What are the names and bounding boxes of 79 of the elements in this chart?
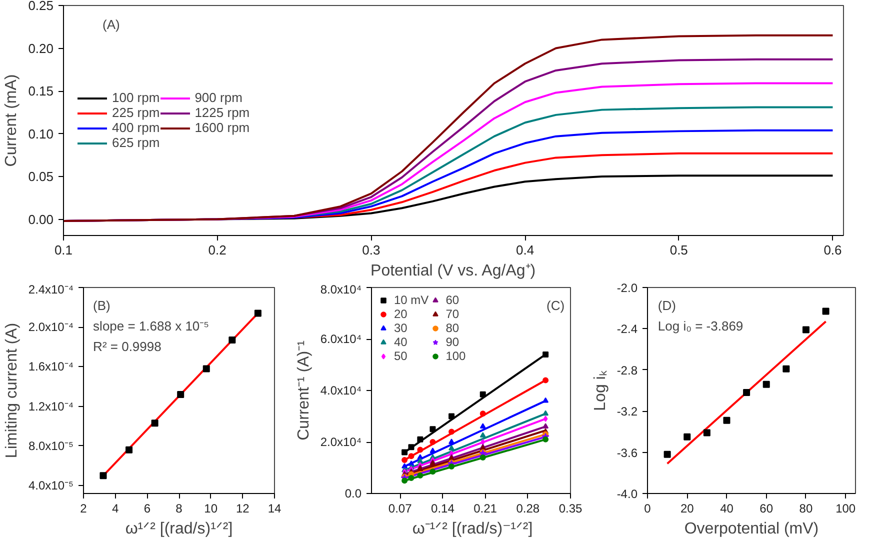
y-tick-label: -4.0: [616, 487, 638, 501]
annotation: (A): [102, 17, 120, 32]
x-tick-label: 0.3: [362, 242, 380, 258]
x-tick-label: 0: [644, 502, 652, 516]
y-tick-label: 6.0x10⁴: [320, 332, 362, 346]
x-tick-label: 0.6: [824, 242, 842, 258]
x-tick-label: 10: [204, 502, 218, 516]
y-tick-label: -2.0: [616, 281, 638, 295]
legend-label: 60: [446, 293, 460, 307]
x-tick-label: 20: [680, 502, 694, 516]
y-tick-label: 2.0x10⁻⁴: [28, 320, 74, 334]
legend-label: 20: [394, 307, 408, 321]
y-tick-label: 4.0x10⁴: [320, 384, 362, 398]
x-tick-label: 12: [236, 502, 250, 516]
x-tick-label: 0.28: [516, 502, 540, 516]
legend-label: 100: [446, 349, 466, 363]
legend-label: 1600 rpm: [194, 120, 250, 135]
legend-label: 225 rpm: [112, 105, 160, 120]
y-tick-label: 1.6x10⁻⁴: [28, 360, 74, 374]
x-axis-title: Potential (V vs. Ag/Ag⁺): [370, 262, 536, 280]
annotation: (B): [93, 298, 110, 313]
y-axis-title: Limiting current (A): [3, 322, 20, 458]
y-tick-label: 1.2x10⁻⁴: [28, 399, 74, 414]
y-tick-label: 8.0x10⁻⁵: [28, 438, 74, 453]
legend-label: 900 rpm: [194, 90, 242, 105]
annotation: R² = 0.9998: [93, 339, 162, 354]
x-tick-label: 60: [760, 502, 774, 516]
y-tick-label: 0.05: [28, 169, 54, 184]
y-tick-label: 2.4x10⁻⁴: [28, 282, 74, 296]
x-tick-label: 40: [720, 502, 734, 516]
legend-label: 100 rpm: [112, 90, 160, 105]
y-tick-label: 0.0: [344, 486, 362, 500]
x-tick-label: 14: [268, 502, 282, 516]
y-tick-label: 0.20: [28, 40, 54, 56]
y-tick-label: 0.15: [28, 84, 54, 98]
legend-label: 50: [394, 349, 408, 363]
y-tick-label: 2.0x10⁴: [320, 435, 362, 449]
annotation: slope = 1.688 x 10⁻⁵: [93, 318, 210, 334]
y-tick-label: 0.00: [28, 212, 54, 227]
x-tick-label: 0.4: [516, 242, 534, 258]
legend-label: 40: [394, 335, 408, 349]
x-axis-title: Overpotential (mV): [684, 520, 819, 538]
legend-label: 30: [394, 321, 408, 335]
y-tick-label: -2.4: [616, 322, 638, 336]
x-tick-label: 80: [799, 502, 813, 516]
y-tick-label: 8.0x10⁴: [320, 282, 362, 296]
y-tick-label: 0.10: [28, 126, 54, 142]
legend-label: 80: [446, 321, 460, 335]
legend-label: 400 rpm: [112, 120, 160, 135]
x-axis-title: ω¹ᐟ² [(rad/s)¹ᐟ²]: [125, 520, 233, 538]
annotation: (D): [658, 298, 676, 313]
legend-label: 70: [446, 307, 460, 321]
y-tick-label: 0.25: [28, 0, 54, 13]
x-tick-label: 2: [80, 502, 88, 516]
annotation: (C): [546, 298, 565, 313]
legend-label: 90: [446, 335, 460, 349]
y-axis-title: Current (mA): [3, 74, 20, 167]
y-tick-label: 4.0x10⁻⁵: [28, 478, 74, 493]
x-tick-label: 8: [176, 502, 183, 516]
x-axis-title: ω⁻¹ᐟ² [(rad/s)⁻¹ᐟ²]: [412, 520, 533, 538]
y-tick-label: -3.6: [616, 446, 638, 460]
y-axis-title: Current⁻¹ (A)⁻¹: [295, 340, 312, 440]
x-tick-label: 0.2: [208, 242, 226, 258]
x-tick-label: 0.14: [431, 502, 455, 516]
x-tick-label: 0.35: [558, 502, 583, 516]
y-axis-title: Log iₖ: [592, 370, 609, 411]
x-tick-label: 6: [144, 502, 151, 516]
annotation: Log i₀ = -3.869: [658, 318, 744, 334]
x-tick-label: 0.1: [54, 242, 73, 258]
x-tick-label: 0.5: [670, 242, 688, 258]
legend-label: 1225 rpm: [194, 105, 250, 120]
y-tick-label: -3.2: [616, 404, 638, 419]
x-tick-label: 0.21: [474, 502, 498, 516]
legend-label: 625 rpm: [112, 135, 160, 150]
legend-label: 10 mV: [394, 293, 429, 307]
x-tick-label: 4: [112, 502, 119, 516]
y-tick-label: -2.8: [616, 363, 638, 378]
x-tick-label: 100: [836, 502, 856, 516]
x-tick-label: 0.07: [388, 502, 412, 516]
